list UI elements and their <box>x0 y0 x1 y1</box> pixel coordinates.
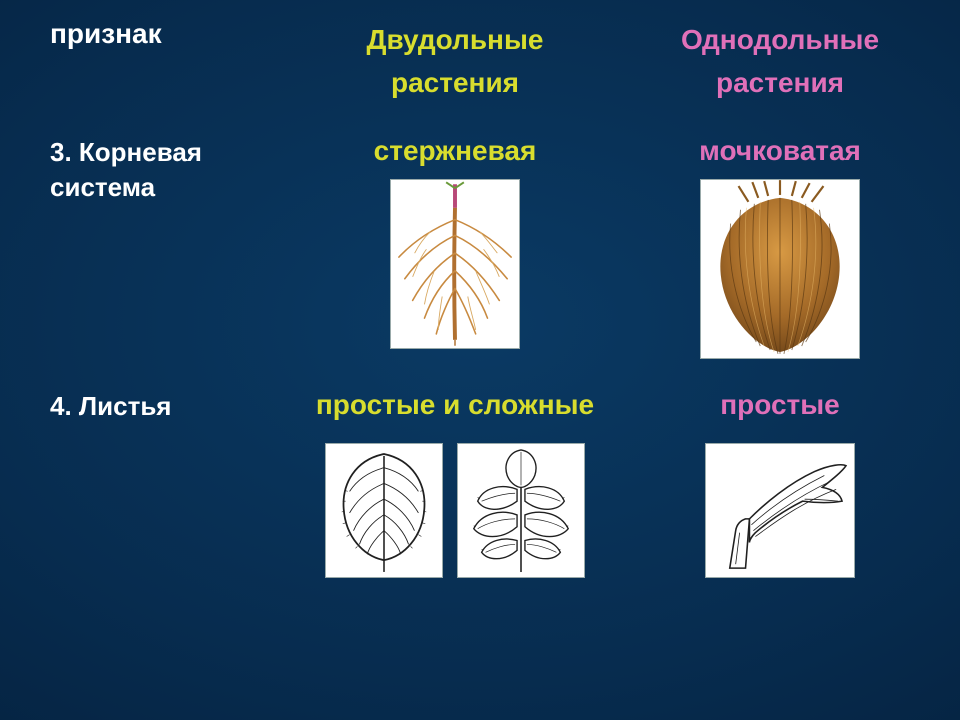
dicot-leaves-value: простые и сложные <box>280 389 630 421</box>
trait-root-cell: 3. Корневая система <box>50 135 280 205</box>
dicot-leaves-cell: простые и сложные <box>280 389 630 583</box>
mono-leaves-cell: простые <box>630 389 930 583</box>
dicot-leaves-illustrations <box>325 443 585 578</box>
header-mono-line1: Однодольные <box>681 24 879 55</box>
fibrous-root-illustration <box>700 179 860 359</box>
trait-root-line1: 3. Корневая <box>50 135 280 170</box>
taproot-illustration <box>390 179 520 349</box>
header-dicot-cell: Двудольные растения <box>280 18 630 105</box>
trait-leaves-cell: 4. Листья <box>50 389 280 424</box>
compound-leaf-illustration <box>457 443 585 578</box>
monocot-leaf-illustration <box>705 443 855 578</box>
header-mono-line2: растения <box>716 67 844 98</box>
mono-leaves-value: простые <box>630 389 930 421</box>
row-leaves: 4. Листья простые и сложные <box>50 389 930 583</box>
header-dicot-line1: Двудольные <box>367 24 544 55</box>
header-dicot-line2: растения <box>391 67 519 98</box>
dicot-root-value: стержневая <box>280 135 630 167</box>
mono-root-cell: мочковатая <box>630 135 930 364</box>
header-row: признак Двудольные растения Однодольные … <box>50 18 930 105</box>
mono-root-value: мочковатая <box>630 135 930 167</box>
trait-leaves-label: 4. Листья <box>50 389 280 424</box>
slide: признак Двудольные растения Однодольные … <box>0 0 960 720</box>
dicot-root-cell: стержневая <box>280 135 630 354</box>
header-trait-label: признак <box>50 18 162 49</box>
simple-leaf-illustration <box>325 443 443 578</box>
header-trait-cell: признак <box>50 18 280 50</box>
header-mono-cell: Однодольные растения <box>630 18 930 105</box>
row-root-system: 3. Корневая система стержневая <box>50 135 930 364</box>
mono-leaf-wrap <box>630 443 930 583</box>
trait-root-line2: система <box>50 170 280 205</box>
